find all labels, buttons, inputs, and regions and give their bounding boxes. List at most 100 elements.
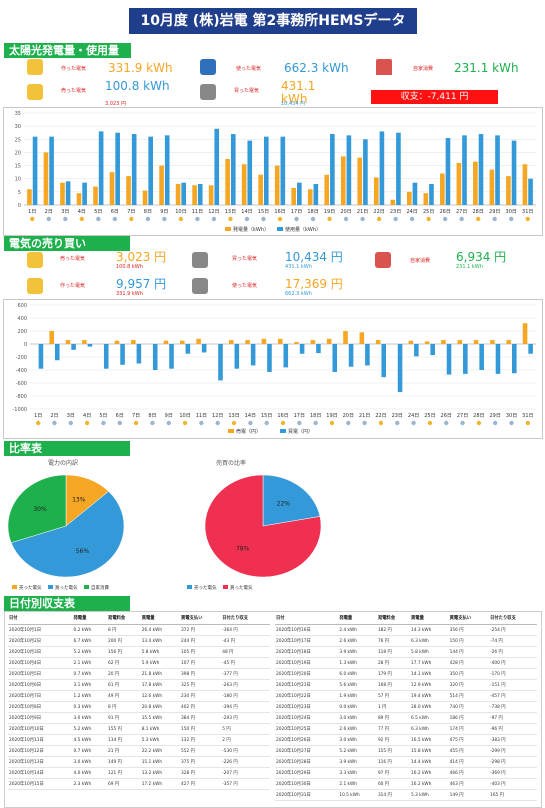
table-cell: 105 円	[180, 646, 222, 658]
table-cell: 2020年10月7日	[8, 690, 73, 702]
bar	[32, 136, 38, 205]
table-cell: 4.5 kWh	[72, 734, 108, 746]
bar	[159, 165, 164, 205]
solar-panel-icon	[27, 59, 43, 75]
table-cell: 3.0 kWh	[72, 712, 108, 724]
bar	[299, 344, 305, 354]
bar	[179, 340, 185, 344]
weather-icon	[411, 420, 416, 426]
table-row: 2020年10月13日 3.0 kWh 149 円 15.1 kWh 375 円 -226…	[8, 756, 270, 768]
table-row: 2020年10月12日 0.7 kWh 21 円 22.2 kWh 552 円 -530 …	[8, 745, 270, 757]
x-tick-label: 14日	[245, 413, 256, 419]
x-tick-label: 16日	[277, 413, 288, 419]
table-cell: 2020年10月16日	[275, 624, 339, 636]
table-cell: -369 円	[489, 767, 537, 779]
x-tick-label: 31日	[522, 209, 533, 215]
weather-icon	[30, 216, 35, 222]
generated-label: 作った電気	[61, 66, 87, 72]
table-row: 2020年10月27日 5.2 kWh 155 円 15.8 kWh 455 円 -299…	[275, 745, 537, 757]
bar	[169, 344, 174, 369]
bar	[115, 132, 120, 205]
table-cell: 6.7 kWh	[72, 635, 108, 647]
sold-label: 売った電気	[61, 88, 87, 94]
legend-swatch	[225, 227, 231, 231]
x-tick-label: 22日	[373, 209, 384, 215]
table-cell: 2020年10月5日	[8, 668, 73, 680]
table-cell: 328 円	[180, 767, 222, 779]
header-cell: 発電量	[72, 612, 108, 625]
ratio-heading: 比率表	[4, 441, 130, 456]
weather-icon	[182, 420, 188, 426]
table-cell: 12.6 kWh	[140, 690, 181, 702]
table-cell: -394 円	[221, 701, 270, 713]
table-cell: 2020年10月6日	[8, 679, 73, 691]
bar	[462, 135, 467, 205]
weather-icon	[129, 216, 134, 222]
x-tick-label: 4日	[78, 209, 86, 215]
bar	[49, 331, 54, 344]
bar	[291, 187, 297, 205]
cart-icon-2	[192, 252, 208, 268]
bar	[258, 174, 263, 205]
table-cell: 149 円	[107, 756, 141, 768]
table-cell: 132 円	[180, 734, 222, 746]
bar	[430, 344, 435, 356]
bar	[82, 340, 87, 344]
x-tick-label: 24日	[406, 209, 417, 215]
bar	[142, 190, 148, 205]
table-cell: 475 円	[448, 734, 490, 746]
table-cell: 384 円	[180, 712, 222, 724]
bar	[440, 173, 445, 205]
weather-icon	[444, 420, 449, 426]
table-row: 2020年10月26日 3.0 kWh 92 円 16.5 kWh 475 円 -383 …	[275, 734, 537, 746]
weather-icon	[409, 216, 415, 222]
table-cell: -170 円	[489, 668, 537, 680]
table-cell: 3.1 kWh	[72, 679, 108, 691]
pie1-title: 電力の内訳	[48, 460, 79, 467]
x-tick-label: 12日	[208, 209, 219, 215]
legend-swatch	[228, 429, 234, 433]
table-row: 2020年10月9日 3.0 kWh 91 円 15.5 kWh 384 円 -293 円	[8, 712, 270, 724]
legend-swatch	[12, 585, 17, 589]
table-cell: 0.2 kWh	[72, 624, 108, 636]
bar	[522, 323, 528, 344]
weather-icon	[178, 216, 184, 222]
money-bar-chart: 600 400 200 0 -200 -400 -600 -800 -1000 1日 2日 3日 4日 5…	[12, 303, 536, 435]
x-tick-label: 29日	[489, 209, 500, 215]
pie2-title: 売買の比率	[216, 460, 247, 467]
money-sold-kwh: 100.8 kWh	[116, 264, 143, 270]
bar	[340, 156, 346, 205]
bar	[228, 340, 234, 344]
bar	[390, 199, 396, 205]
table-cell: 121 円	[107, 767, 141, 779]
table-cell: 1 円	[376, 701, 411, 713]
bar	[277, 338, 283, 344]
bar	[263, 136, 269, 205]
y-tick-label: 400	[17, 316, 27, 322]
table-cell: 48 円	[221, 646, 270, 658]
x-tick-label: 19日	[324, 209, 335, 215]
bar	[373, 177, 379, 205]
table-row: 2020年10月21日 5.6 kWh 168 円 12.9 kWh 320 円 -151…	[275, 679, 537, 691]
table-cell: 13.2 kWh	[140, 767, 181, 779]
legend-label: 売った電気	[194, 584, 217, 591]
table-cell: 2020年10月20日	[275, 668, 339, 680]
weather-icon	[426, 216, 431, 222]
bar	[247, 140, 253, 205]
weather-icon	[393, 216, 398, 222]
pie-slice	[10, 491, 125, 578]
table-cell: 17.7 kWh	[410, 657, 449, 669]
weather-icon	[79, 216, 85, 222]
table-cell: 3.9 kWh	[338, 756, 377, 768]
bar	[192, 185, 197, 205]
generated-value: 331.9 kWh	[108, 61, 173, 75]
page-title: 10月度 (株)岩電 第2事務所HEMSデータ	[129, 8, 417, 34]
table-row: 2020年10月2日 6.7 kWh 200 円 13.4 kWh 244 円 -43 円	[8, 635, 270, 647]
bar	[522, 164, 528, 205]
money-self-label: 自家消費	[410, 258, 431, 264]
y-tick-label: 20	[15, 150, 21, 156]
legend-label: 売電（円）	[236, 428, 261, 435]
table-cell: 0.0 kWh	[338, 701, 377, 713]
table-cell: -457 円	[489, 690, 537, 702]
bar	[225, 159, 230, 205]
